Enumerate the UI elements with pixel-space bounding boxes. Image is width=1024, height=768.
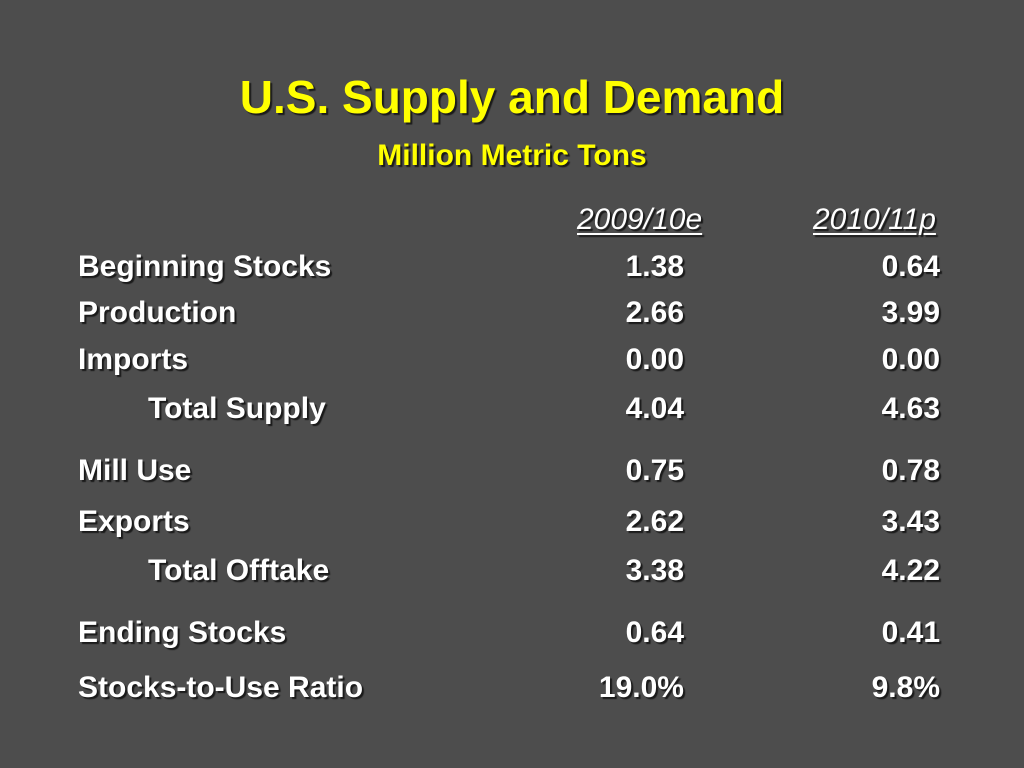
value-2010-11: 9.8%: [871, 671, 940, 704]
value-2010-11: 3.99: [881, 296, 940, 329]
column-header-2009-10: 2009/10e: [577, 203, 703, 236]
value-2010-11: 0.00: [881, 343, 940, 376]
table-row-stocks-to-use-ratio: Stocks-to-Use Ratio 19.0% 9.8%: [0, 666, 1024, 710]
column-header-2010-11: 2010/11p: [813, 203, 936, 236]
row-label: Beginning Stocks: [78, 250, 332, 283]
value-2009-10: 2.62: [625, 505, 684, 538]
value-2009-10: 0.00: [625, 343, 684, 376]
value-2009-10: 19.0%: [598, 671, 684, 704]
value-2009-10: 0.75: [625, 454, 684, 487]
row-label: Exports: [78, 505, 190, 538]
row-label: Imports: [78, 343, 189, 376]
table-row-exports: Exports 2.62 3.43: [0, 500, 1024, 544]
value-2010-11: 0.78: [881, 454, 940, 487]
value-2009-10: 0.64: [625, 616, 684, 649]
slide-title: U.S. Supply and Demand: [239, 71, 785, 123]
row-label: Total Offtake: [148, 554, 330, 587]
row-label: Total Supply: [148, 392, 326, 425]
value-2010-11: 0.64: [881, 250, 940, 283]
table-row-beginning-stocks: Beginning Stocks 1.38 0.64: [0, 245, 1024, 289]
table-row-total-supply: Total Supply 4.04 4.63: [0, 387, 1024, 431]
value-2009-10: 1.38: [625, 250, 684, 283]
value-2010-11: 4.63: [881, 392, 940, 425]
table-row-production: Production 2.66 3.99: [0, 291, 1024, 335]
value-2009-10: 3.38: [625, 554, 684, 587]
value-2010-11: 4.22: [881, 554, 940, 587]
table-row-total-offtake: Total Offtake 3.38 4.22: [0, 549, 1024, 593]
slide-subtitle: Million Metric Tons: [377, 139, 647, 172]
table-row-imports: Imports 0.00 0.00: [0, 338, 1024, 382]
value-2010-11: 0.41: [881, 616, 940, 649]
row-label: Production: [78, 296, 237, 329]
row-label: Mill Use: [78, 454, 192, 487]
table-row-mill-use: Mill Use 0.75 0.78: [0, 449, 1024, 493]
table-row-ending-stocks: Ending Stocks 0.64 0.41: [0, 611, 1024, 655]
value-2009-10: 2.66: [625, 296, 684, 329]
row-label: Stocks-to-Use Ratio: [78, 671, 364, 704]
row-label: Ending Stocks: [78, 616, 287, 649]
value-2009-10: 4.04: [625, 392, 684, 425]
value-2010-11: 3.43: [881, 505, 940, 538]
